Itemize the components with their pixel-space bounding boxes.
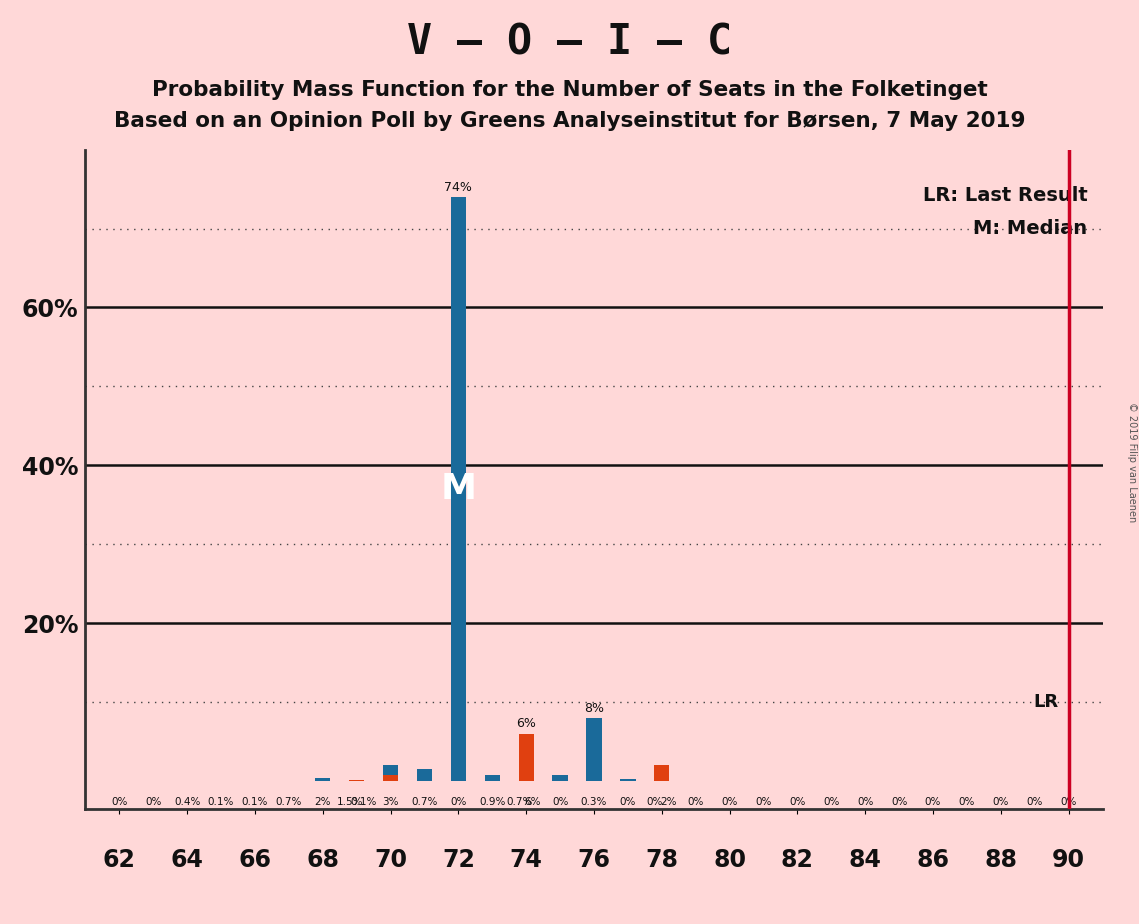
Text: 0%: 0% xyxy=(993,796,1009,807)
Text: 0.1%: 0.1% xyxy=(207,796,235,807)
Text: 0.3%: 0.3% xyxy=(581,796,607,807)
Text: V – O – I – C: V – O – I – C xyxy=(407,21,732,63)
Text: 3%: 3% xyxy=(383,796,399,807)
Text: 0%: 0% xyxy=(891,796,908,807)
Text: 0%: 0% xyxy=(688,796,704,807)
Text: 0.1%: 0.1% xyxy=(241,796,268,807)
Text: 0%: 0% xyxy=(823,796,839,807)
Text: 0%: 0% xyxy=(925,796,941,807)
Text: Based on an Opinion Poll by Greens Analyseinstitut for Børsen, 7 May 2019: Based on an Opinion Poll by Greens Analy… xyxy=(114,111,1025,131)
Bar xyxy=(451,197,466,781)
Bar xyxy=(417,769,432,781)
Text: 0.1%: 0.1% xyxy=(351,796,377,807)
Text: 0%: 0% xyxy=(721,796,738,807)
Text: LR: Last Result: LR: Last Result xyxy=(923,186,1088,205)
Text: 0%: 0% xyxy=(620,796,636,807)
Text: 0.9%: 0.9% xyxy=(480,796,506,807)
Text: 6%: 6% xyxy=(525,796,541,807)
Text: 0.4%: 0.4% xyxy=(174,796,200,807)
Text: LR: LR xyxy=(1033,693,1058,711)
Text: 8%: 8% xyxy=(584,701,604,714)
Bar xyxy=(383,775,399,781)
Text: M: M xyxy=(441,472,476,506)
Text: M: Median: M: Median xyxy=(973,219,1088,237)
Text: 0.7%: 0.7% xyxy=(506,796,533,807)
Text: 0%: 0% xyxy=(959,796,975,807)
Text: 0%: 0% xyxy=(145,796,162,807)
Text: 0.7%: 0.7% xyxy=(276,796,302,807)
Text: 0%: 0% xyxy=(1026,796,1043,807)
Bar xyxy=(485,775,500,781)
Text: Probability Mass Function for the Number of Seats in the Folketinget: Probability Mass Function for the Number… xyxy=(151,80,988,101)
Text: 2%: 2% xyxy=(314,796,331,807)
Bar xyxy=(621,779,636,781)
Text: 0%: 0% xyxy=(112,796,128,807)
Bar xyxy=(654,765,670,781)
Bar xyxy=(518,734,534,781)
Text: 0%: 0% xyxy=(755,796,772,807)
Text: 0.7%: 0.7% xyxy=(411,796,437,807)
Bar xyxy=(518,773,534,781)
Text: 0%: 0% xyxy=(647,796,663,807)
Text: © 2019 Filip van Laenen: © 2019 Filip van Laenen xyxy=(1126,402,1137,522)
Text: 6%: 6% xyxy=(516,717,536,730)
Text: 0%: 0% xyxy=(789,796,805,807)
Text: 2%: 2% xyxy=(661,796,677,807)
Text: 0%: 0% xyxy=(1060,796,1076,807)
Text: 0%: 0% xyxy=(857,796,874,807)
Text: 0%: 0% xyxy=(450,796,467,807)
Text: 1.5%: 1.5% xyxy=(337,796,363,807)
Text: 0%: 0% xyxy=(552,796,568,807)
Bar xyxy=(383,765,399,781)
Bar xyxy=(587,718,601,781)
Bar xyxy=(552,775,567,781)
Bar xyxy=(316,778,330,781)
Text: 74%: 74% xyxy=(444,181,473,194)
